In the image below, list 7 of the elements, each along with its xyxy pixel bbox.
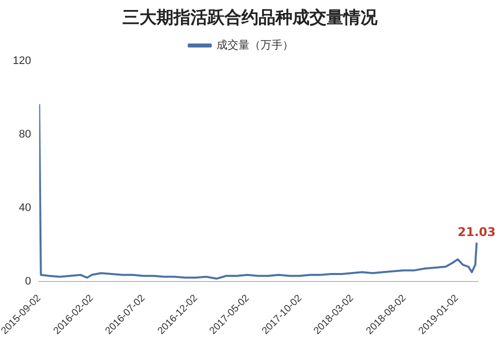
y-tick-label: 40 bbox=[18, 202, 32, 214]
chart-title: 三大期指活跃合约品种成交量情况 bbox=[122, 7, 378, 29]
y-tick-label: 80 bbox=[18, 128, 32, 140]
y-tick-label: 120 bbox=[12, 55, 32, 68]
legend-label: 成交量（万手） bbox=[216, 38, 294, 52]
y-tick-label: 0 bbox=[25, 275, 32, 288]
data-label: 21.03 bbox=[458, 224, 496, 239]
